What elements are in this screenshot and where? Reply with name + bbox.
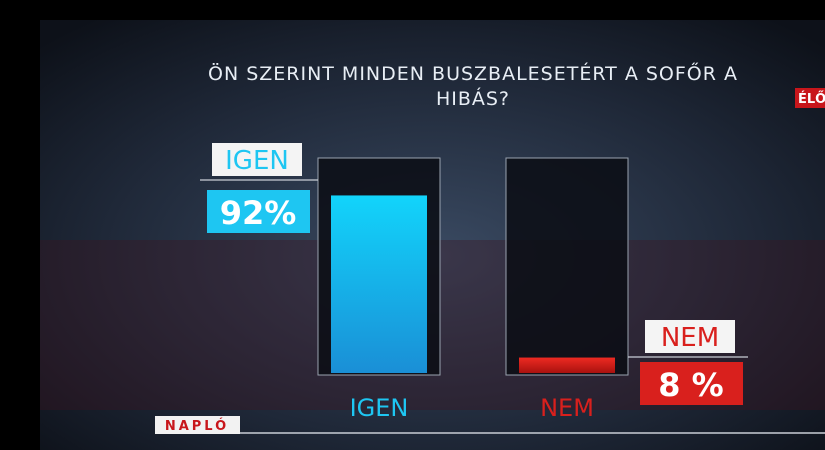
value-label: 92% [220,194,297,232]
name-label: NEM [661,323,719,353]
bar-frame [505,157,629,376]
x-tick-label: IGEN [350,394,409,422]
chart-title: ÖN SZERINT MINDEN BUSZBALESETÉRT A SOFŐR… [207,63,738,110]
bar [519,357,615,373]
value-box [207,190,310,233]
x-tick-label: NEM [540,394,594,422]
show-name: NAPLÓ [165,418,229,434]
name-box [212,143,302,176]
name-box [645,320,735,353]
name-label: IGEN [225,146,289,176]
show-badge [155,416,240,434]
bar [331,195,427,373]
value-label: 8 % [658,366,723,404]
value-box [640,362,743,405]
live-badge [795,88,825,108]
live-text: ÉLŐ [798,91,825,107]
